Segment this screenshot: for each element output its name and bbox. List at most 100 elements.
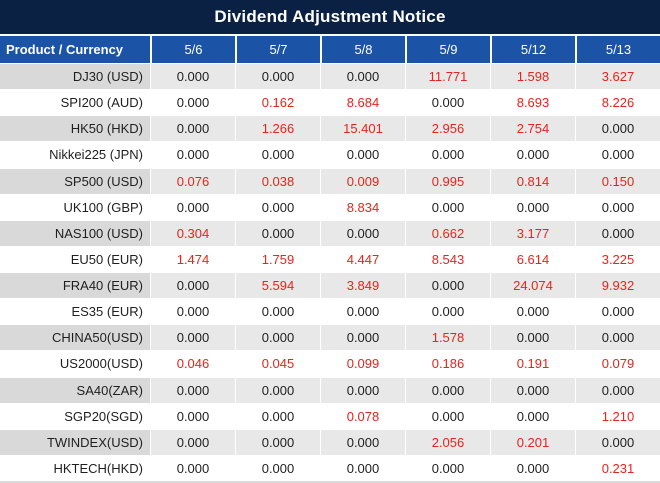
dividend-value: 0.000 [235,403,320,429]
dividend-value: 6.614 [490,246,575,272]
dividend-value: 0.000 [490,194,575,220]
dividend-value: 24.074 [490,273,575,299]
dividend-value: 0.000 [575,429,660,455]
column-header-date: 5/7 [235,36,320,63]
dividend-value: 0.099 [320,351,405,377]
dividend-value: 0.000 [150,64,235,90]
dividend-value: 0.000 [575,299,660,325]
dividend-value: 2.956 [405,116,490,142]
dividend-value: 0.000 [235,455,320,481]
dividend-value: 2.754 [490,116,575,142]
dividend-value: 0.076 [150,168,235,194]
dividend-value: 8.693 [490,90,575,116]
dividend-value: 0.000 [235,429,320,455]
table-row: US2000(USD) 0.046 0.045 0.099 0.186 0.191 0.07… [0,351,660,378]
dividend-value: 0.304 [150,220,235,246]
table-row: DJ30 (USD) 0.000 0.000 0.000 11.771 1.598 3.62… [0,64,660,91]
dividend-value: 4.447 [320,246,405,272]
product-label: HKTECH(HKD) [53,460,143,476]
table-row: Nikkei225 (JPN) 0.000 0.000 0.000 0.000 0.000… [0,142,660,169]
dividend-value: 0.000 [150,403,235,429]
dividend-value: 0.000 [150,299,235,325]
dividend-value: 0.000 [150,90,235,116]
dividend-value: 8.226 [575,90,660,116]
product-label: Nikkei225 (JPN) [49,147,143,163]
dividend-value: 0.000 [575,377,660,403]
dividend-value: 3.627 [575,64,660,90]
dividend-value: 0.000 [320,325,405,351]
dividend-value: 0.000 [235,64,320,90]
column-header-date: 5/6 [150,36,235,63]
dividend-value: 8.684 [320,90,405,116]
column-header-date: 5/9 [405,36,490,63]
dividend-value: 0.000 [150,377,235,403]
dividend-value: 0.000 [405,273,490,299]
dividend-value: 0.045 [235,351,320,377]
dividend-value: 1.598 [490,64,575,90]
dividend-value: 0.201 [490,429,575,455]
table-row: CHINA50(USD) 0.000 0.000 0.000 1.578 0.000 0.0… [0,325,660,352]
dividend-value: 0.078 [320,403,405,429]
dividend-value: 0.231 [575,455,660,481]
column-header-product: Product / Currency [6,42,124,57]
dividend-value: 0.000 [150,325,235,351]
product-label: EU50 (EUR) [70,251,143,267]
dividend-value: 0.000 [150,273,235,299]
dividend-value: 0.150 [575,168,660,194]
dividend-value: 0.000 [235,299,320,325]
dividend-value: 1.578 [405,325,490,351]
dividend-value: 0.186 [405,351,490,377]
table-row: UK100 (GBP) 0.000 0.000 8.834 0.000 0.000 0.00… [0,194,660,221]
dividend-value: 0.000 [575,220,660,246]
table-row: TWINDEX(USD) 0.000 0.000 0.000 2.056 0.201 0.0… [0,429,660,456]
table-row: SGP20(SGD) 0.000 0.000 0.078 0.000 0.000 1.210 [0,403,660,430]
dividend-value: 0.162 [235,90,320,116]
dividend-value: 8.834 [320,194,405,220]
dividend-value: 0.000 [150,116,235,142]
dividend-value: 0.000 [405,90,490,116]
table-header-row: Product / Currency 5/6 5/7 5/8 5/9 5/12 5/13 [0,36,660,64]
dividend-value: 0.000 [405,403,490,429]
product-label: SP500 (USD) [0,168,150,194]
table-row: SA40(ZAR) 0.000 0.000 0.000 0.000 0.000 0.000 [0,377,660,404]
dividend-value: 0.662 [405,220,490,246]
product-label: FRA40 (EUR) [0,273,150,299]
dividend-value: 0.000 [320,455,405,481]
table-row: FRA40 (EUR) 0.000 5.594 3.849 0.000 24.074 9.9… [0,273,660,300]
product-label: SPI200 (AUD) [60,95,143,111]
dividend-value: 0.000 [575,325,660,351]
dividend-value: 0.000 [490,377,575,403]
dividend-value: 0.000 [150,455,235,481]
dividend-value: 0.995 [405,168,490,194]
dividend-value: 0.000 [490,455,575,481]
dividend-value: 0.000 [405,299,490,325]
product-label: TWINDEX(USD) [0,429,150,455]
product-label: NAS100 (USD) [0,220,150,246]
dividend-value: 0.000 [575,142,660,168]
dividend-value: 0.000 [150,142,235,168]
dividend-value: 0.814 [490,168,575,194]
dividend-value: 11.771 [405,64,490,90]
title-bar: Dividend Adjustment Notice [0,0,660,36]
dividend-value: 3.225 [575,246,660,272]
dividend-value: 8.543 [405,246,490,272]
product-label: ES35 (EUR) [71,304,143,320]
product-label: CHINA50(USD) [0,325,150,351]
table-row: HKTECH(HKD) 0.000 0.000 0.000 0.000 0.000 0.23… [0,455,660,481]
dividend-value: 15.401 [320,116,405,142]
dividend-value: 0.000 [235,377,320,403]
table-body: DJ30 (USD) 0.000 0.000 0.000 11.771 1.598 3.62… [0,64,660,481]
dividend-value: 5.594 [235,273,320,299]
dividend-value: 0.000 [320,299,405,325]
table-row: SP500 (USD) 0.076 0.038 0.009 0.995 0.814 0.15… [0,168,660,195]
dividend-value: 0.000 [405,377,490,403]
table-row: EU50 (EUR) 1.474 1.759 4.447 8.543 6.614 3.225 [0,246,660,273]
dividend-value: 0.009 [320,168,405,194]
table-row: SPI200 (AUD) 0.000 0.162 8.684 0.000 8.693 8.2… [0,90,660,117]
dividend-value: 3.849 [320,273,405,299]
product-label: US2000(USD) [59,356,143,372]
dividend-value: 0.000 [150,429,235,455]
dividend-value: 0.000 [490,403,575,429]
product-label: SGP20(SGD) [64,408,143,424]
